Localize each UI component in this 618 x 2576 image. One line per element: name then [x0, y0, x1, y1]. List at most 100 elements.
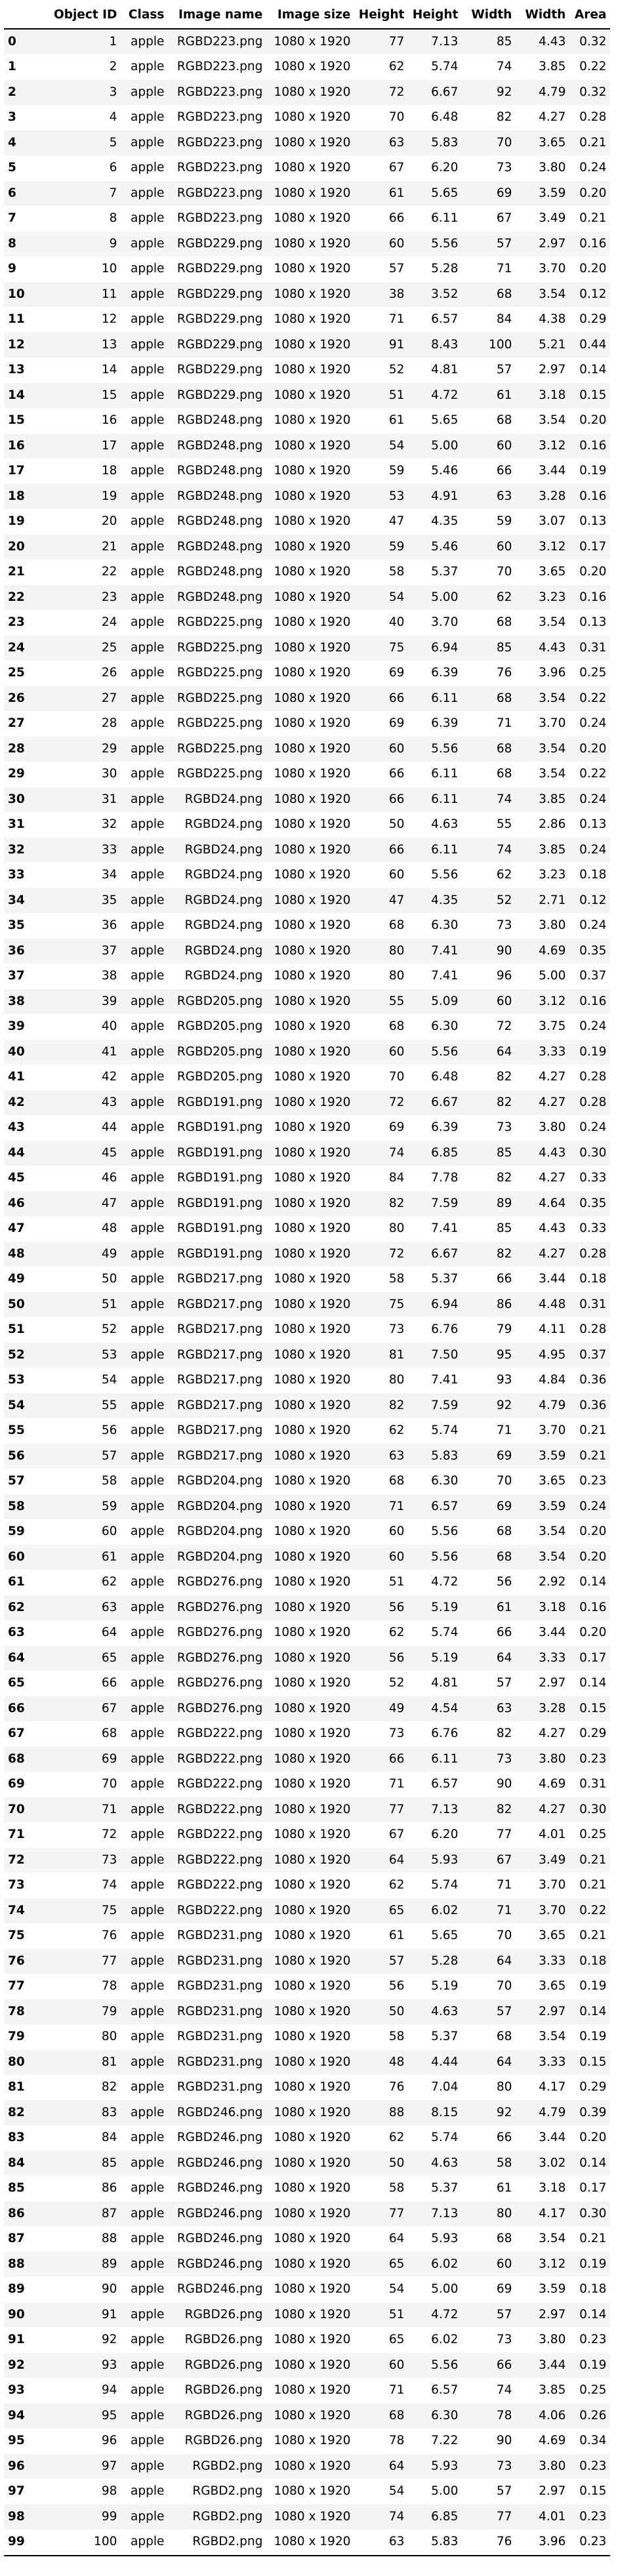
height-px-cell: 57 [388, 1953, 405, 1968]
width-cell: 3.70 [539, 1423, 566, 1437]
image-name-cell: RGBD276.png [176, 1650, 263, 1665]
width-cell: 3.49 [539, 211, 566, 225]
area-cell: 0.20 [579, 186, 607, 200]
width-px-cell: 77 [496, 2509, 512, 2524]
height-cell: 5.28 [431, 262, 459, 276]
width-px-cell: 86 [496, 1297, 512, 1311]
height-px-cell: 65 [388, 2333, 405, 2346]
image-size-cell: 1080 x 1920 [274, 817, 351, 831]
height-cell: 7.41 [431, 1373, 459, 1387]
width-cell: 3.23 [539, 590, 566, 604]
row-index: 51 [8, 1322, 25, 1336]
row-index: 39 [8, 1019, 25, 1033]
object-id-cell: 32 [101, 817, 117, 831]
class-cell: apple [131, 34, 165, 49]
area-cell: 0.15 [579, 388, 607, 402]
object-id-cell: 90 [101, 2282, 117, 2296]
area-cell: 0.17 [579, 1650, 607, 1665]
image-name-cell: RGBD225.png [176, 666, 263, 680]
height-cell: 5.56 [431, 868, 459, 882]
width-cell: 3.65 [539, 135, 566, 150]
table-row: 45 46 apple RGBD191.png 1080 x 1920 84 7.78 82 4… [4, 1166, 610, 1191]
width-px-cell: 69 [496, 186, 512, 200]
width-cell: 3.44 [539, 464, 566, 478]
row-index: 80 [8, 2055, 25, 2069]
area-cell: 0.22 [579, 1903, 607, 1917]
image-name-cell: RGBD223.png [176, 85, 263, 99]
height-px-cell: 51 [388, 2307, 405, 2321]
image-name-cell: RGBD26.png [184, 2434, 263, 2447]
area-cell: 0.21 [579, 1929, 607, 1942]
height-px-cell: 66 [388, 1751, 405, 1766]
object-id-cell: 14 [101, 363, 117, 377]
row-index: 33 [8, 868, 25, 882]
image-name-cell: RGBD205.png [176, 994, 263, 1008]
class-cell: apple [131, 1549, 165, 1564]
width-px-cell: 61 [496, 1600, 512, 1614]
object-id-cell: 49 [101, 1246, 117, 1261]
table-row: 28 29 apple RGBD225.png 1080 x 1920 60 5.56 68 3… [4, 736, 611, 762]
class-cell: apple [131, 514, 165, 528]
height-cell: 5.74 [431, 2131, 459, 2144]
row-index: 67 [8, 1727, 25, 1740]
height-px-cell: 50 [388, 2004, 405, 2018]
object-id-cell: 68 [101, 1727, 117, 1740]
object-id-cell: 19 [101, 489, 117, 503]
area-cell: 0.21 [579, 211, 607, 225]
height-px-cell: 54 [388, 590, 405, 604]
object-id-cell: 63 [101, 1600, 117, 1614]
class-cell: apple [131, 640, 165, 655]
image-name-cell: RGBD248.png [176, 413, 263, 427]
area-cell: 0.17 [579, 539, 607, 554]
height-cell: 6.67 [431, 1095, 459, 1109]
table-row: 52 53 apple RGBD217.png 1080 x 1920 81 7.50 95 4… [4, 1342, 611, 1368]
table-row: 24 25 apple RGBD225.png 1080 x 1920 75 6.94 85 4… [4, 635, 611, 661]
width-px-cell: 73 [496, 2459, 512, 2473]
height-cell: 8.15 [431, 2105, 459, 2119]
width-px-cell: 82 [496, 1246, 512, 1261]
width-px-cell: 68 [496, 413, 512, 427]
area-cell: 0.28 [579, 1246, 607, 1261]
object-id-cell: 75 [101, 1903, 117, 1917]
object-id-cell: 39 [101, 994, 117, 1008]
image-size-cell: 1080 x 1920 [274, 85, 351, 99]
width-cell: 2.97 [539, 363, 566, 377]
image-size-cell: 1080 x 1920 [274, 60, 351, 73]
width-px-cell: 59 [496, 514, 512, 528]
area-cell: 0.20 [579, 262, 607, 276]
width-cell: 4.43 [539, 34, 566, 49]
class-cell: apple [131, 161, 165, 174]
image-name-cell: RGBD222.png [176, 1828, 263, 1841]
width-cell: 3.70 [539, 262, 566, 276]
height-cell: 5.46 [431, 464, 459, 478]
table-row: 29 30 apple RGBD225.png 1080 x 1920 66 6.11 68 3… [4, 762, 610, 787]
height-px-cell: 65 [388, 2257, 405, 2271]
width-px-cell: 71 [496, 1878, 512, 1892]
width-cell: 3.70 [539, 1903, 566, 1917]
image-size-cell: 1080 x 1920 [274, 1448, 351, 1463]
class-cell: apple [131, 2459, 165, 2473]
table-row: 90 91 apple RGBD26.png 1080 x 1920 51 4.72 57 2.… [4, 2302, 611, 2327]
width-px-cell: 56 [496, 1575, 512, 1589]
row-index: 86 [8, 2206, 25, 2220]
object-id-cell: 54 [101, 1373, 117, 1387]
image-size-cell: 1080 x 1920 [274, 539, 351, 554]
width-px-cell: 76 [462, 2529, 516, 2556]
image-size-cell: 1080 x 1920 [274, 1196, 351, 1210]
table-row: 78 79 apple RGBD231.png 1080 x 1920 50 4.63 57 2… [4, 1999, 611, 2024]
class-cell: apple [131, 2030, 165, 2043]
object-id-cell: 18 [101, 464, 117, 478]
table-row: 73 74 apple RGBD222.png 1080 x 1920 62 5.74 71 3… [4, 1873, 610, 1898]
table-row: 25 26 apple RGBD225.png 1080 x 1920 69 6.39 76 3… [4, 661, 610, 686]
class-cell: apple [131, 565, 165, 579]
area-cell: 0.14 [579, 2156, 607, 2170]
class-cell: apple [131, 110, 165, 124]
height-px-cell: 80 [388, 1221, 405, 1235]
table-row: 98 99 apple RGBD2.png 1080 x 1920 74 6.85 77 4.0… [4, 2504, 611, 2529]
object-id-cell: 89 [101, 2257, 117, 2271]
row-index: 99 [4, 2529, 50, 2556]
image-name-cell: RGBD24.png [184, 817, 263, 831]
area-cell: 0.19 [579, 464, 607, 478]
class-cell: apple [131, 2434, 165, 2447]
image-name-cell: RGBD246.png [176, 2131, 263, 2144]
